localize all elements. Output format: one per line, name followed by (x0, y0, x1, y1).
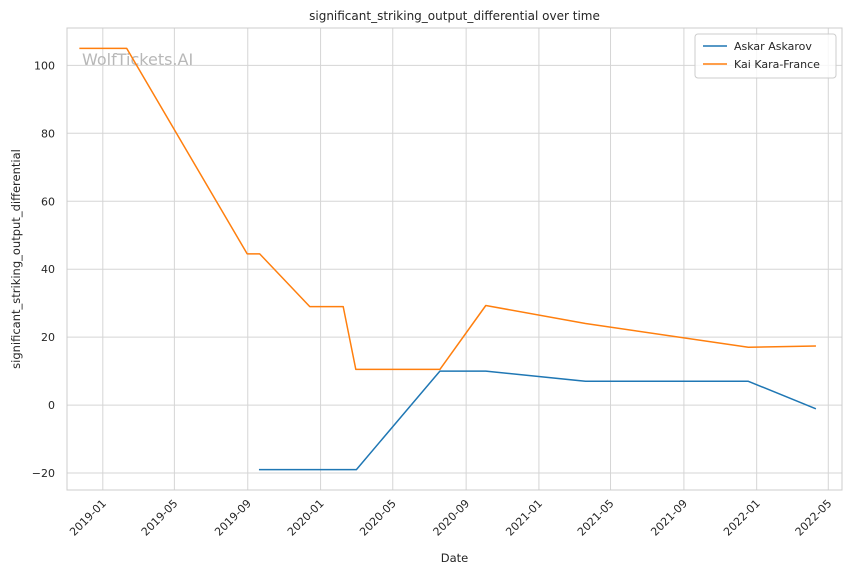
y-tick-labels: −20 0 20 40 60 80 100 (32, 59, 55, 480)
y-tick-label: 20 (41, 331, 55, 344)
plot-frame (66, 27, 843, 491)
watermark: WolfTickets.AI (82, 50, 193, 69)
legend-label: Askar Askarov (734, 40, 812, 53)
y-tick-label: 80 (41, 127, 55, 140)
chart-title: significant_striking_output_differential… (309, 9, 600, 23)
y-tick-label: 0 (48, 399, 55, 412)
y-tick-label: 40 (41, 263, 55, 276)
series-line-kai-kara-france (79, 47, 816, 371)
x-axis-title: Date (441, 551, 469, 565)
series-layer (79, 47, 817, 471)
series-line-askar-askarov (258, 370, 817, 471)
legend: Askar Askarov Kai Kara-France (694, 33, 837, 79)
y-tick-label: −20 (32, 467, 55, 480)
legend-label: Kai Kara-France (734, 58, 820, 71)
y-tick-label: 60 (41, 195, 55, 208)
y-axis-title: significant_striking_output_differential (9, 149, 23, 369)
legend-box (694, 33, 837, 79)
y-tick-label: 100 (34, 59, 55, 72)
grid (67, 28, 842, 490)
